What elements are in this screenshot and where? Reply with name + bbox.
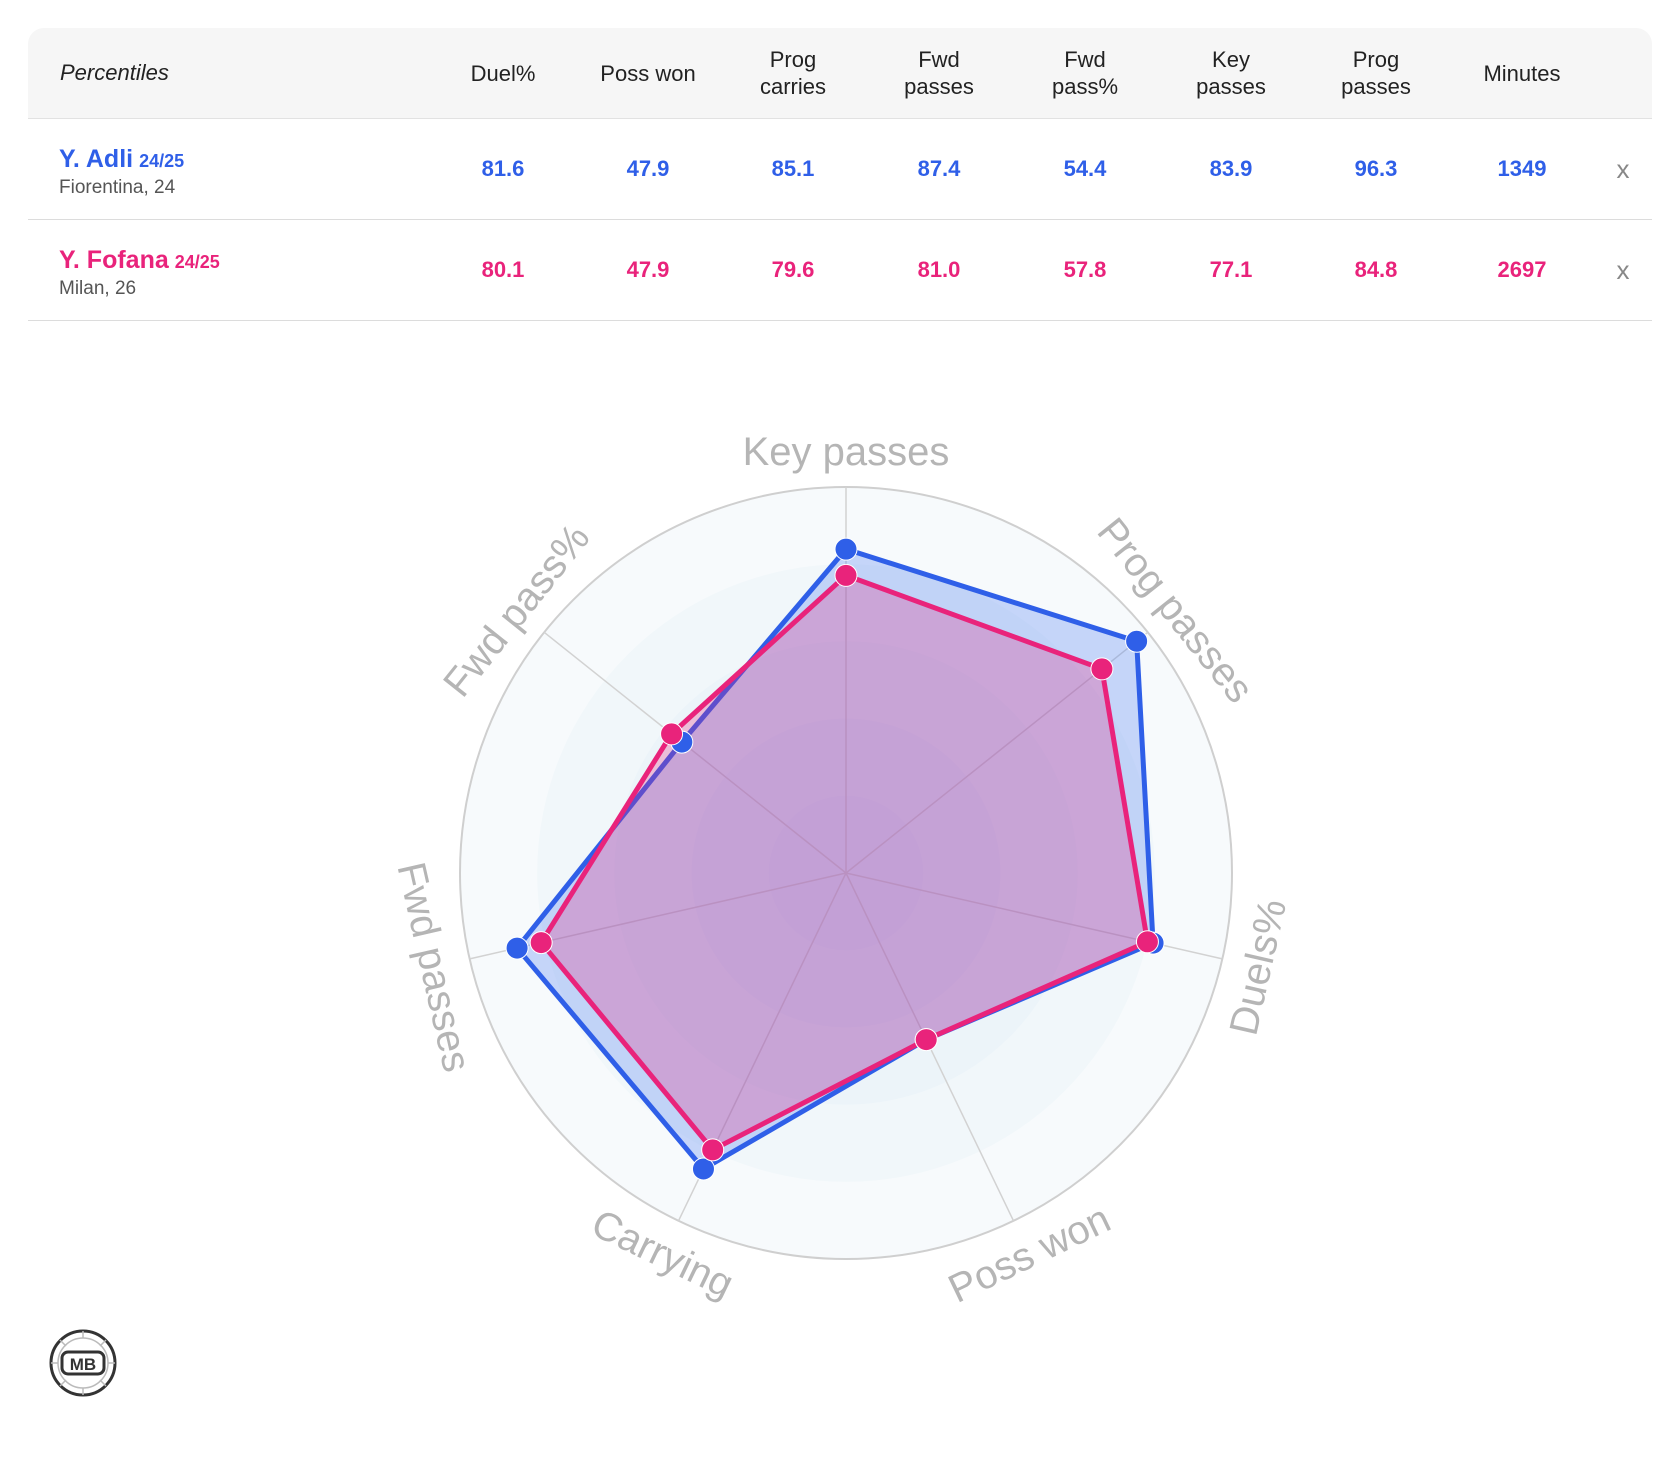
column-header-line: Fwd: [1064, 47, 1106, 72]
radar-spoke: [543, 631, 847, 874]
table-cell: 85.1: [771, 156, 815, 181]
data-point[interactable]: [1135, 930, 1159, 954]
data-point[interactable]: [914, 1028, 938, 1052]
column-header-line: passes: [1341, 74, 1411, 99]
column-header: Fwd pass%: [1013, 28, 1157, 118]
column-header-line: Duel%: [470, 60, 536, 86]
table-cell: 84.8: [1354, 257, 1398, 282]
column-header: Fwd passes: [867, 28, 1011, 118]
column-header: Minutes: [1450, 28, 1594, 118]
table-cell: 54.4: [1063, 156, 1107, 181]
player-season: 24/25: [139, 151, 185, 171]
data-point[interactable]: [701, 1138, 725, 1162]
data-point[interactable]: [1125, 629, 1149, 653]
data-point[interactable]: [834, 563, 858, 587]
player-name-text: Y. Fofana: [59, 246, 169, 274]
axis-label: Duels%: [1222, 895, 1296, 1039]
player-name-text: Y. Adli: [59, 145, 134, 173]
table-cell: 47.9: [626, 156, 670, 181]
column-header-line: carries: [759, 74, 826, 99]
column-header-line: Prog: [769, 47, 817, 72]
column-header-line: Prog: [1352, 47, 1400, 72]
column-header-line: passes: [1196, 74, 1266, 99]
table-cell: 79.6: [771, 257, 815, 282]
data-point[interactable]: [660, 722, 684, 746]
data-point[interactable]: [529, 931, 553, 955]
table-cell: 83.9: [1209, 156, 1253, 181]
table-cell: 2697: [1497, 257, 1547, 282]
player-name[interactable]: Y. Fofana 24/25: [59, 246, 220, 275]
column-header: Duel%: [431, 28, 575, 118]
table-row: Y. Adli 24/25 Fiorentina, 24 81.6 47.9 85.1 87…: [28, 119, 1652, 220]
column-header-line: Key: [1212, 47, 1250, 72]
data-point[interactable]: [505, 936, 529, 960]
table-row: Y. Fofana 24/25 Milan, 26 80.1 47.9 79.6 81.0 5…: [28, 220, 1652, 321]
table-cell: 57.8: [1063, 257, 1107, 282]
series-area-adli: [514, 546, 1156, 1172]
table-cell: 81.0: [917, 257, 961, 282]
table-cell: 80.1: [481, 257, 525, 282]
table-cell: 47.9: [626, 257, 670, 282]
column-header-line: pass%: [1051, 74, 1119, 99]
column-header: Prog carries: [721, 28, 865, 118]
table-cell: 81.6: [481, 156, 525, 181]
table-cell: 1349: [1497, 156, 1547, 181]
column-header-line: Fwd: [918, 47, 960, 72]
column-header-line: passes: [904, 74, 974, 99]
player-club: Fiorentina, 24: [59, 177, 176, 198]
player-name[interactable]: Y. Adli 24/25: [59, 145, 184, 174]
logo-text: MB: [70, 1355, 96, 1374]
series-area-fofana: [538, 572, 1150, 1153]
column-header: Key passes: [1159, 28, 1303, 118]
column-header: Poss won: [576, 28, 720, 118]
column-header: Prog passes: [1304, 28, 1448, 118]
table-cell: 77.1: [1209, 257, 1253, 282]
axis-label: Key passes: [743, 430, 950, 474]
data-point[interactable]: [1090, 657, 1114, 681]
header-label: Percentiles: [60, 60, 169, 85]
column-header-line: Minutes: [1483, 60, 1561, 86]
table-cell: 87.4: [917, 156, 961, 181]
remove-player-button[interactable]: x: [1616, 153, 1630, 184]
table-header: Percentiles Duel% Poss won Prog carries Fwd p…: [28, 28, 1652, 119]
mb-logo: MB: [49, 1329, 117, 1397]
percentiles-table: Percentiles Duel% Poss won Prog carries Fwd p…: [28, 28, 1652, 321]
data-point[interactable]: [691, 1157, 715, 1181]
column-header-line: Poss won: [600, 60, 696, 86]
table-cell: 96.3: [1354, 156, 1398, 181]
player-season: 24/25: [174, 252, 220, 272]
player-club: Milan, 26: [59, 278, 137, 299]
data-point[interactable]: [834, 537, 858, 561]
remove-player-button[interactable]: x: [1616, 254, 1630, 285]
